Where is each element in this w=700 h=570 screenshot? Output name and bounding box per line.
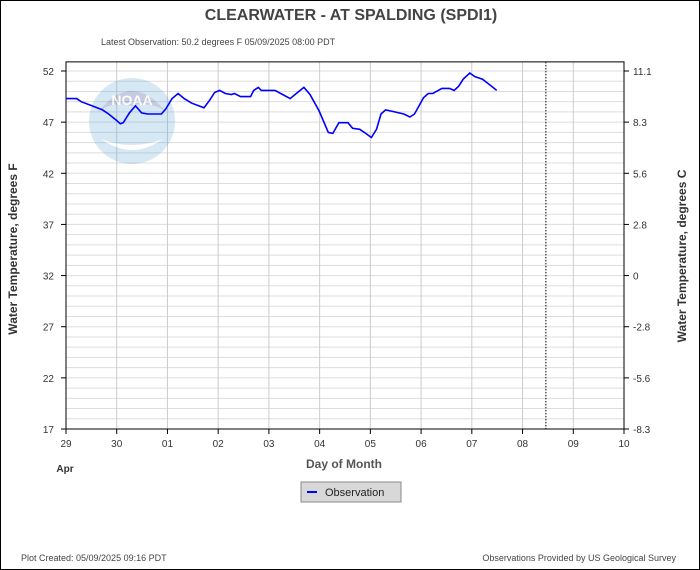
legend-observation: Observation	[325, 487, 384, 499]
x-tick-label: 10	[618, 439, 630, 450]
x-tick-label: 03	[263, 439, 275, 450]
x-tick-label: 02	[213, 439, 225, 450]
series-observation-line	[66, 71, 498, 139]
y-tick-label-left: 32	[43, 272, 55, 283]
legend: Observation	[300, 481, 402, 503]
y-axis-label-left: Water Temperature, degrees F	[6, 163, 20, 334]
x-tick-label: 30	[111, 439, 123, 450]
y-tick-label-left: 17	[43, 425, 55, 436]
noaa-logo-text: NOAA	[111, 92, 152, 108]
x-tick-label: 29	[60, 439, 72, 450]
y-axis-label-right: Water Temperature, degrees C	[675, 169, 689, 342]
y-tick-label-right: 5.6	[633, 169, 647, 180]
y-tick-label-left: 42	[43, 169, 55, 180]
x-axis-label: Day of Month	[306, 457, 382, 471]
y-tick-label-left: 22	[43, 374, 55, 385]
y-tick-label-right: 2.8	[633, 220, 647, 231]
x-axis-month-label: Apr	[56, 464, 73, 475]
plot-border	[65, 61, 625, 430]
x-tick-label: 07	[466, 439, 478, 450]
y-tick-label-right: -5.6	[633, 374, 651, 385]
y-tick-label-right: 0	[633, 272, 639, 283]
x-tick-label: 08	[517, 439, 529, 450]
x-tick-label: 06	[416, 439, 428, 450]
x-tick-label: 01	[162, 439, 174, 450]
x-tick-label: 04	[314, 439, 326, 450]
latest-observation: Latest Observation: 50.2 degrees F 05/09…	[101, 37, 336, 47]
x-tick-label: 09	[568, 439, 580, 450]
y-tick-label-left: 37	[43, 220, 55, 231]
y-tick-label-left: 27	[43, 323, 55, 334]
y-tick-label-right: 11.1	[633, 67, 652, 78]
plot-created: Plot Created: 05/09/2025 09:16 PDT	[21, 553, 167, 563]
y-tick-label-right: 8.3	[633, 118, 647, 129]
data-source: Observations Provided by US Geological S…	[482, 553, 676, 563]
y-tick-label-left: 52	[43, 67, 55, 78]
y-tick-label-left: 47	[43, 118, 55, 129]
noaa-logo: NOAA	[89, 78, 175, 164]
y-tick-label-right: -2.8	[633, 323, 651, 334]
chart-title: CLEARWATER - AT SPALDING (SPDI1)	[205, 7, 497, 24]
x-tick-label: 05	[365, 439, 377, 450]
y-tick-label-right: -8.3	[633, 425, 651, 436]
